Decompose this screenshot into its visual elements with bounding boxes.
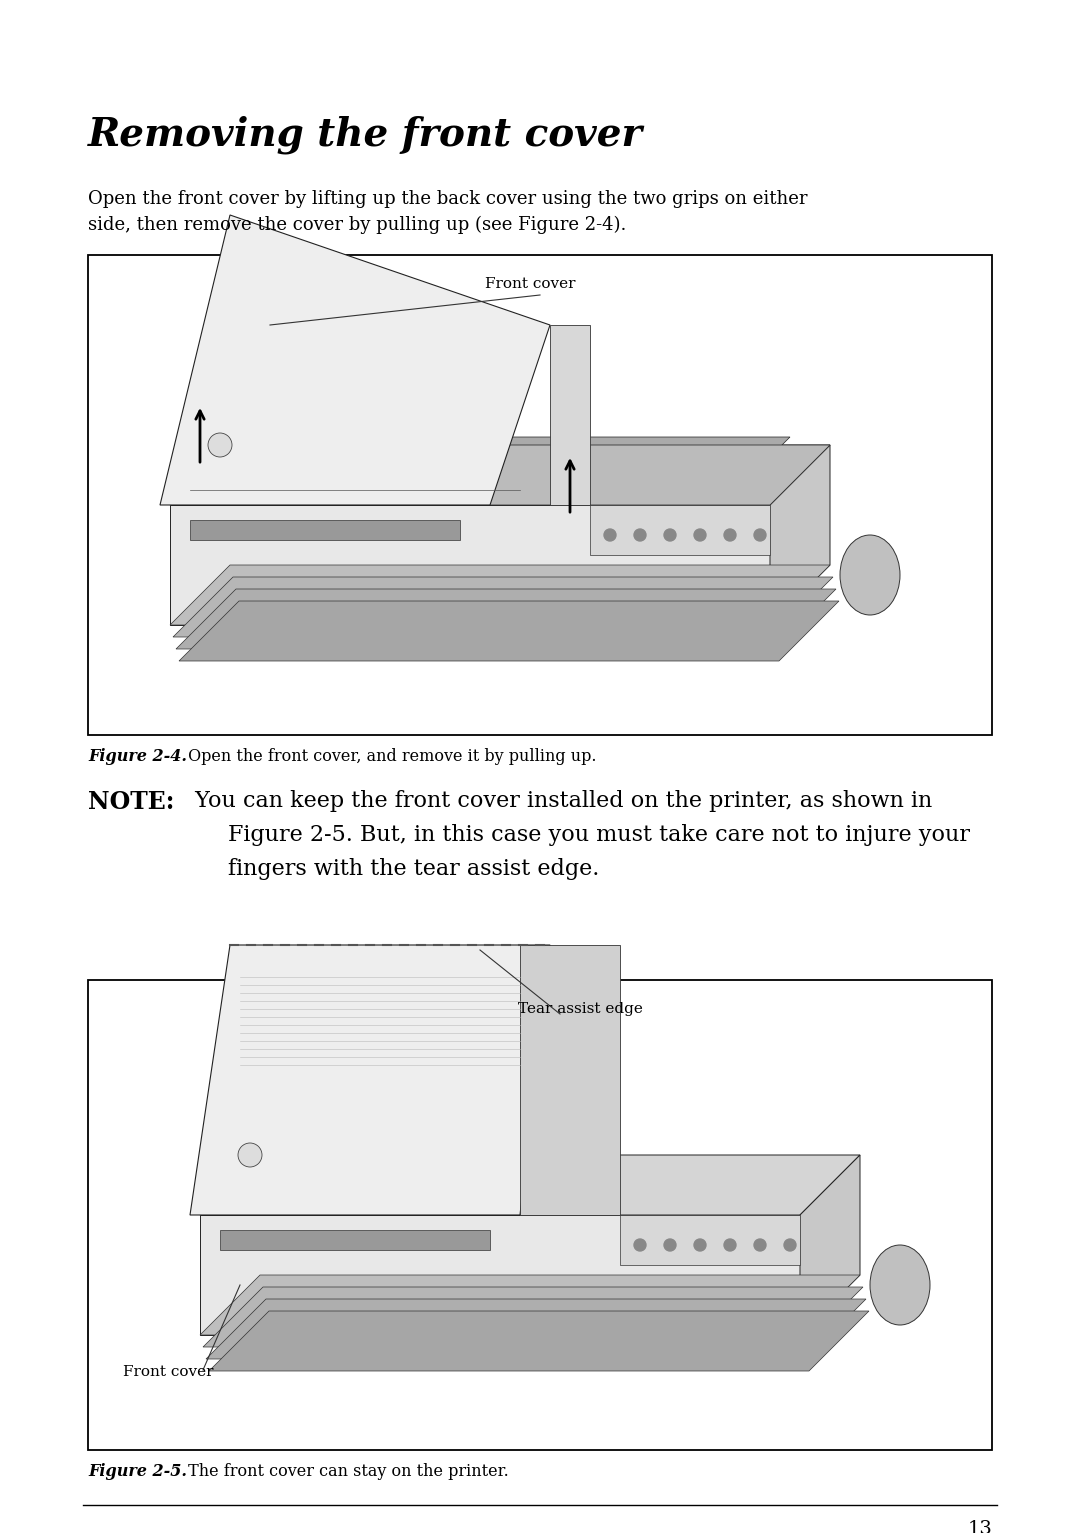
Polygon shape xyxy=(190,944,550,1216)
Text: 13: 13 xyxy=(967,1521,993,1533)
Polygon shape xyxy=(190,520,460,540)
Circle shape xyxy=(664,529,676,541)
Text: Figure 2-5.: Figure 2-5. xyxy=(87,1462,187,1479)
Polygon shape xyxy=(160,215,550,504)
Polygon shape xyxy=(206,1298,866,1358)
Polygon shape xyxy=(173,576,833,638)
Bar xyxy=(87,254,993,734)
Polygon shape xyxy=(800,1154,860,1335)
Circle shape xyxy=(754,529,766,541)
Polygon shape xyxy=(200,1275,860,1335)
Polygon shape xyxy=(770,445,831,625)
Polygon shape xyxy=(200,1216,800,1335)
Circle shape xyxy=(754,1239,766,1251)
Text: NOTE:: NOTE: xyxy=(87,789,174,814)
Ellipse shape xyxy=(840,535,900,615)
Polygon shape xyxy=(590,504,770,555)
Text: fingers with the tear assist edge.: fingers with the tear assist edge. xyxy=(228,858,599,880)
Circle shape xyxy=(238,1144,262,1167)
Text: Open the front cover by lifting up the back cover using the two grips on either
: Open the front cover by lifting up the b… xyxy=(87,190,808,235)
Polygon shape xyxy=(210,437,789,497)
Polygon shape xyxy=(176,589,836,648)
Polygon shape xyxy=(220,1229,490,1249)
Bar xyxy=(87,980,993,1450)
Polygon shape xyxy=(620,1216,800,1265)
Text: Front cover: Front cover xyxy=(123,1364,214,1380)
Circle shape xyxy=(694,1239,706,1251)
Polygon shape xyxy=(519,944,620,1216)
Circle shape xyxy=(724,529,735,541)
Circle shape xyxy=(784,1239,796,1251)
Ellipse shape xyxy=(870,1245,930,1325)
Polygon shape xyxy=(179,601,839,661)
Circle shape xyxy=(634,529,646,541)
Text: Figure 2-5. But, in this case you must take care not to injure your: Figure 2-5. But, in this case you must t… xyxy=(228,825,970,846)
Text: Front cover: Front cover xyxy=(485,277,576,291)
Text: Tear assist edge: Tear assist edge xyxy=(517,1003,643,1016)
Text: Removing the front cover: Removing the front cover xyxy=(87,115,643,153)
Text: Figure 2-4.: Figure 2-4. xyxy=(87,748,187,765)
Circle shape xyxy=(724,1239,735,1251)
Circle shape xyxy=(664,1239,676,1251)
Circle shape xyxy=(604,529,616,541)
Text: Open the front cover, and remove it by pulling up.: Open the front cover, and remove it by p… xyxy=(183,748,596,765)
Polygon shape xyxy=(203,1288,863,1348)
Polygon shape xyxy=(410,445,831,504)
Polygon shape xyxy=(550,325,590,504)
Polygon shape xyxy=(170,445,831,504)
Text: The front cover can stay on the printer.: The front cover can stay on the printer. xyxy=(183,1462,509,1479)
Polygon shape xyxy=(210,1311,869,1371)
Circle shape xyxy=(694,529,706,541)
Polygon shape xyxy=(200,1154,860,1216)
Circle shape xyxy=(634,1239,646,1251)
Polygon shape xyxy=(170,504,770,625)
Polygon shape xyxy=(170,566,831,625)
Text: You can keep the front cover installed on the printer, as shown in: You can keep the front cover installed o… xyxy=(188,789,932,812)
Circle shape xyxy=(208,432,232,457)
